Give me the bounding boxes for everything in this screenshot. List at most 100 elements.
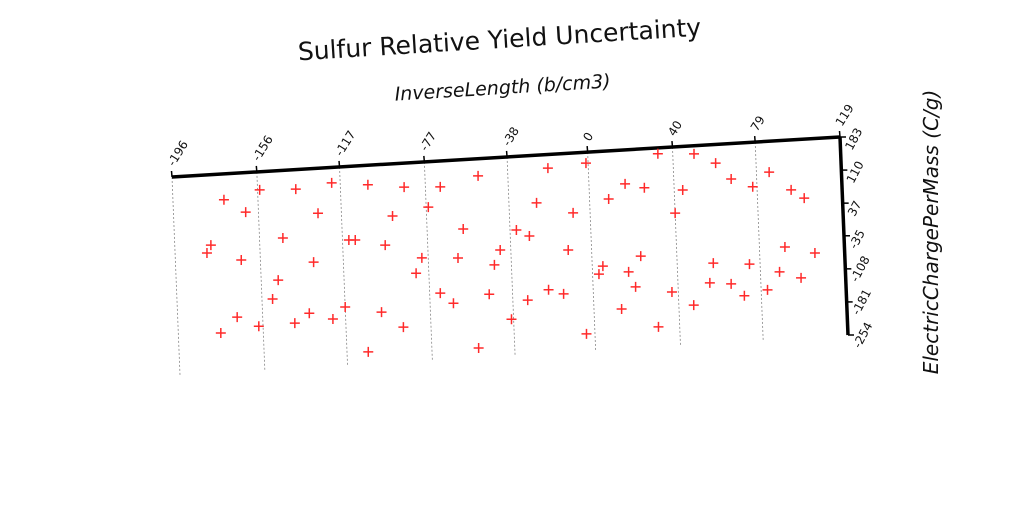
point	[542, 163, 553, 174]
point	[799, 193, 810, 204]
point	[489, 259, 500, 270]
chart-title: Sulfur Relative Yield Uncertainty	[297, 13, 702, 67]
grid-line	[423, 161, 433, 360]
point	[363, 346, 374, 357]
grid-line	[171, 176, 181, 376]
y-tick-label: 37	[845, 198, 865, 218]
point	[326, 177, 337, 188]
point	[398, 322, 409, 333]
point	[786, 184, 797, 195]
point	[774, 266, 785, 277]
point	[652, 148, 663, 159]
point	[399, 182, 410, 193]
point	[376, 307, 387, 318]
point	[423, 202, 434, 213]
point	[448, 298, 459, 309]
point	[218, 194, 229, 205]
point	[580, 158, 591, 169]
point	[653, 321, 664, 332]
grid-line	[256, 171, 266, 370]
point	[809, 247, 820, 258]
point	[267, 294, 278, 305]
point	[350, 235, 361, 246]
x-tick-label: -38	[500, 124, 522, 148]
point	[484, 289, 495, 300]
point	[435, 181, 446, 192]
point	[558, 288, 569, 299]
grid-line	[754, 142, 764, 341]
x-tick-label: -117	[332, 128, 358, 159]
point	[473, 343, 484, 354]
point	[201, 248, 212, 259]
point	[277, 233, 288, 244]
point	[362, 179, 373, 190]
point	[620, 178, 631, 189]
point	[623, 266, 634, 277]
point	[726, 278, 737, 289]
point	[313, 208, 324, 219]
point	[511, 224, 522, 235]
point	[616, 304, 627, 315]
x-axis-label: InverseLength (b/cm3)	[394, 70, 611, 105]
point	[506, 314, 517, 325]
grid-line	[339, 166, 348, 365]
point	[240, 207, 251, 218]
point	[435, 288, 446, 299]
y-axis-line	[838, 136, 850, 336]
point	[236, 255, 247, 266]
y-tick-label: -35	[846, 227, 868, 251]
y-tick-label: -254	[850, 320, 875, 351]
point	[677, 185, 688, 196]
point	[253, 321, 264, 332]
point	[340, 301, 351, 312]
point	[597, 261, 608, 272]
y-tick-label: -108	[848, 254, 873, 285]
point	[710, 158, 721, 169]
point	[458, 224, 469, 235]
y-tick-label: 110	[844, 159, 867, 186]
point	[289, 318, 300, 329]
point	[779, 242, 790, 253]
point	[531, 197, 542, 208]
y-tick-label: -181	[849, 287, 874, 318]
point	[524, 230, 535, 241]
point	[764, 167, 775, 178]
x-tick-label: -156	[249, 133, 275, 164]
point	[666, 286, 677, 297]
point	[581, 328, 592, 339]
point	[568, 207, 579, 218]
point	[215, 328, 226, 339]
point	[762, 284, 773, 295]
point	[688, 300, 699, 311]
point	[254, 184, 265, 195]
point	[304, 308, 315, 319]
point	[495, 245, 506, 256]
point	[796, 272, 807, 283]
point	[708, 258, 719, 269]
x-axis-line	[171, 135, 841, 179]
point	[273, 275, 284, 286]
point	[543, 284, 554, 295]
point	[380, 240, 391, 251]
point	[726, 173, 737, 184]
point	[704, 277, 715, 288]
point	[630, 281, 641, 292]
point	[327, 314, 338, 325]
point	[387, 211, 398, 222]
y-axis-label: ElectricChargePerMass (C/g)	[919, 90, 943, 375]
y-tick-label: 183	[842, 126, 865, 153]
x-tick	[170, 170, 173, 178]
x-tick-label: 40	[665, 118, 685, 138]
x-tick-label: -77	[417, 129, 439, 153]
point	[670, 208, 681, 219]
point	[522, 295, 533, 306]
point	[416, 252, 427, 263]
grid-line	[672, 147, 681, 346]
point	[473, 170, 484, 181]
point	[593, 269, 604, 280]
grid-line	[506, 156, 516, 355]
point	[747, 181, 758, 192]
x-tick-label: 119	[833, 102, 857, 129]
point	[639, 182, 650, 193]
